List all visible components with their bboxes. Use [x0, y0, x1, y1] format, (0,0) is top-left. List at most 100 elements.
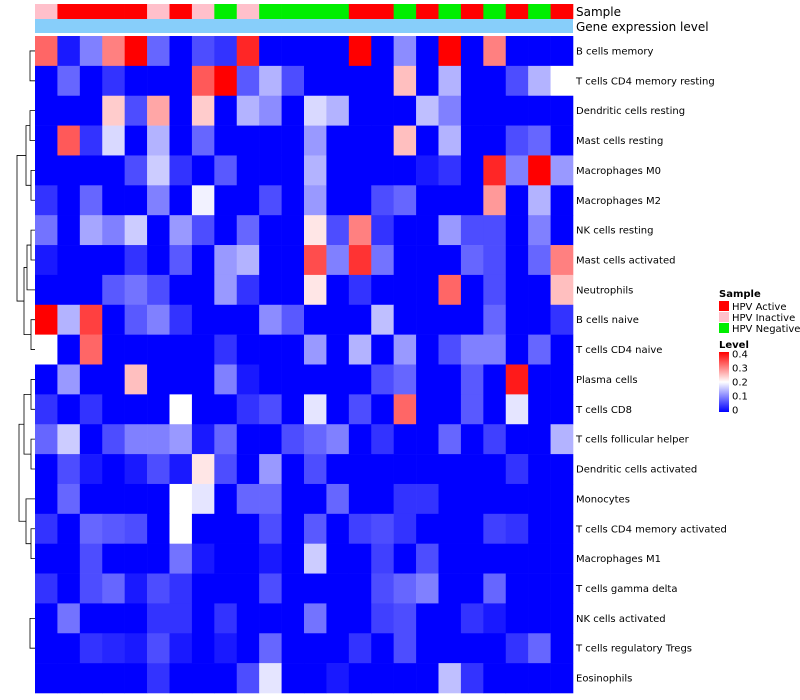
heatmap-cell	[102, 185, 125, 216]
heatmap-cell	[505, 663, 529, 694]
heatmap-cell	[304, 95, 327, 126]
heatmap-cell	[505, 543, 529, 574]
legend-level-tick: 0.1	[732, 392, 748, 403]
heatmap-cell	[214, 394, 238, 425]
heatmap-cell	[393, 304, 417, 335]
heatmap-cell	[214, 95, 238, 126]
heatmap-cell	[550, 454, 574, 485]
heatmap-cell	[416, 334, 439, 365]
heatmap-cell	[79, 513, 103, 544]
heatmap-cell	[79, 95, 103, 126]
legend-level-tick: 0	[732, 406, 738, 417]
row-label: NK cells resting	[576, 226, 653, 237]
heatmap-cell	[393, 215, 417, 246]
legend-level-title: Level	[719, 340, 749, 351]
heatmap-cell	[124, 215, 148, 246]
heatmap-cell	[550, 543, 574, 574]
row-label: Macrophages M0	[576, 166, 661, 177]
heatmap-cell	[259, 245, 282, 276]
heatmap-cell	[191, 394, 215, 425]
heatmap-cell	[393, 573, 417, 604]
heatmap-cell	[304, 36, 327, 67]
heatmap-cell	[236, 603, 260, 634]
legend-sample-swatch	[719, 301, 729, 311]
heatmap-cell	[483, 65, 507, 97]
heatmap-cell	[483, 543, 507, 574]
heatmap-cell	[460, 245, 484, 276]
heatmap-cell	[236, 364, 260, 395]
heatmap-cell	[505, 304, 529, 335]
heatmap-cell	[371, 543, 394, 574]
dendrogram-branch	[29, 110, 35, 141]
heatmap-cell	[191, 513, 215, 544]
heatmap-cell	[147, 543, 170, 574]
heatmap-cell	[214, 304, 238, 335]
heatmap-cell	[281, 543, 305, 574]
heatmap-cell	[147, 334, 170, 365]
heatmap-cell	[281, 125, 305, 156]
heatmap-cell	[483, 603, 507, 634]
heatmap-cell	[393, 424, 417, 455]
heatmap-cell	[102, 304, 125, 335]
heatmap-cell	[326, 633, 350, 664]
heatmap-cell	[304, 663, 327, 694]
heatmap-cell	[259, 663, 282, 694]
row-label: Plasma cells	[576, 375, 638, 386]
heatmap-cell	[528, 454, 551, 485]
heatmap-cell	[393, 603, 417, 634]
heatmap-cell	[259, 274, 282, 306]
heatmap-cell	[393, 65, 417, 97]
heatmap-cell	[259, 394, 282, 425]
heatmap-cell	[169, 543, 193, 574]
heatmap-cell	[371, 334, 394, 365]
heatmap-cell	[259, 304, 282, 335]
heatmap-cell	[147, 304, 170, 335]
heatmap-cell	[124, 155, 148, 186]
heatmap-cell	[371, 454, 394, 485]
heatmap-cell	[304, 304, 327, 335]
row-label: T cells CD4 memory activated	[575, 524, 727, 535]
heatmap-cell	[348, 454, 372, 485]
heatmap-cell	[259, 603, 282, 634]
heatmap-cell	[281, 573, 305, 604]
heatmap-cell	[505, 95, 529, 126]
heatmap-cell	[259, 155, 282, 186]
heatmap-cell	[147, 364, 170, 395]
heatmap-cell	[214, 125, 238, 156]
heatmap-cell	[550, 245, 574, 276]
heatmap-cell	[57, 185, 81, 216]
heatmap-cell	[191, 603, 215, 634]
heatmap-cell	[460, 424, 484, 455]
heatmap-cell	[191, 65, 215, 97]
heatmap-cell	[35, 125, 58, 156]
heatmap-cell	[483, 364, 507, 395]
heatmap-cell	[124, 65, 148, 97]
heatmap-cell	[550, 633, 574, 664]
heatmap-cell	[550, 424, 574, 455]
row-label: Macrophages M1	[576, 554, 661, 565]
heatmap-cell	[348, 603, 372, 634]
heatmap-cell	[35, 304, 58, 335]
heatmap-cell	[528, 125, 551, 156]
heatmap-cell	[348, 424, 372, 455]
heatmap-cell	[348, 394, 372, 425]
heatmap-cell	[147, 155, 170, 186]
heatmap-cell	[35, 573, 58, 604]
heatmap-cell	[393, 36, 417, 67]
heatmap-cell	[550, 125, 574, 156]
sample-annotation-cell	[57, 4, 81, 19]
dendrogram-branch	[23, 393, 31, 455]
heatmap-cell	[79, 185, 103, 216]
heatmap-cell	[416, 125, 439, 156]
heatmap-cell	[528, 245, 551, 276]
heatmap-cell	[147, 424, 170, 455]
heatmap-cell	[348, 304, 372, 335]
heatmap-cell	[304, 155, 327, 186]
row-label: Dendritic cells activated	[576, 465, 697, 476]
heatmap-cell	[550, 304, 574, 335]
heatmap-cell	[416, 543, 439, 574]
heatmap-cell	[259, 215, 282, 246]
heatmap-cell	[438, 364, 462, 395]
heatmap-cell	[236, 274, 260, 306]
heatmap-cell	[393, 95, 417, 126]
